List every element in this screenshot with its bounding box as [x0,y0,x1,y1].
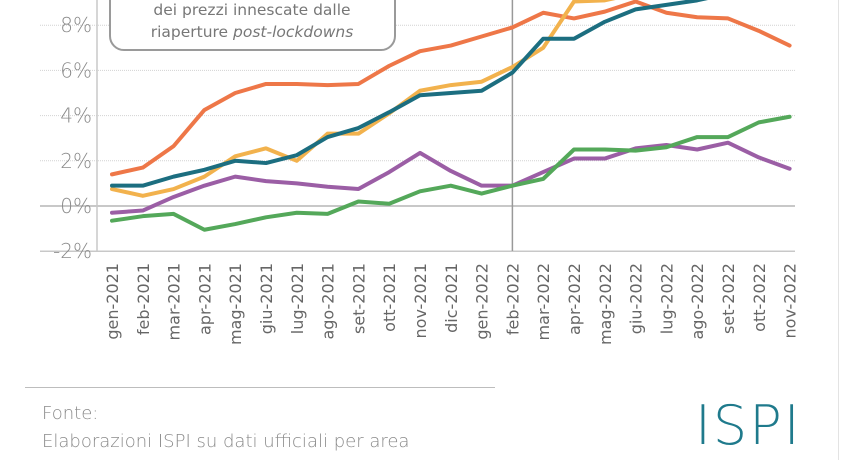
x-tick-label: ott-2022 [750,263,769,332]
x-tick-label: gen-2021 [103,263,122,340]
x-tick-label: nov-2022 [781,263,800,338]
x-tick-label: feb-2022 [503,263,522,335]
frame-edge [838,0,839,460]
x-tick-label: nov-2021 [411,263,430,338]
series-line-3 [110,140,792,215]
x-tick-label: set-2021 [349,263,368,334]
x-tick-label: apr-2021 [195,263,214,335]
source-text: Elaborazioni ISPI su dati ufficiali per … [42,431,410,452]
ispi-logo: ISPI [695,394,802,457]
y-tick-label: 4% [60,104,92,128]
x-tick-label: mag-2022 [596,263,615,345]
series-line-2 [110,0,709,188]
annotation-line-1: dei prezzi innescate dalle [153,1,350,19]
annotation-line-2: riaperture post-lockdowns [151,23,354,41]
x-tick-label: giu-2022 [627,263,646,334]
x-tick-label: mar-2021 [165,263,184,340]
source-note: Fonte: Elaborazioni ISPI su dati ufficia… [42,400,409,456]
line-chart: -2% 0% 2% 4% 6% 8% gen-2021 feb-2021 mar-2021 ap… [40,0,800,345]
x-tick-label: feb-2021 [134,263,153,335]
x-tick-label: ago-2022 [688,263,707,340]
x-tick-label: ott-2021 [380,263,399,332]
x-tick-label: lug-2021 [288,263,307,334]
x-tick-label: ago-2021 [319,263,338,340]
y-tick-label: 6% [60,58,92,82]
series-line-0 [110,0,792,177]
x-tick-label: mar-2022 [534,263,553,340]
y-tick-label: 0% [60,194,92,218]
annotation-box: dei prezzi innescate dalle riaperture po… [109,0,396,51]
x-tick-label: dic-2021 [442,263,461,333]
y-tick-label: 2% [60,149,92,173]
x-tick-label: mag-2021 [226,263,245,345]
y-tick-label: -2% [53,239,92,263]
x-tick-label: gen-2022 [473,263,492,340]
footer-divider [25,387,495,388]
x-tick-label: apr-2022 [565,263,584,335]
source-label: Fonte: [42,403,99,424]
series-line-4 [110,114,792,232]
y-tick-label: 8% [60,13,92,37]
x-tick-label: set-2022 [719,263,738,334]
x-tick-label: lug-2022 [657,263,676,334]
x-tick-label: giu-2021 [257,263,276,334]
